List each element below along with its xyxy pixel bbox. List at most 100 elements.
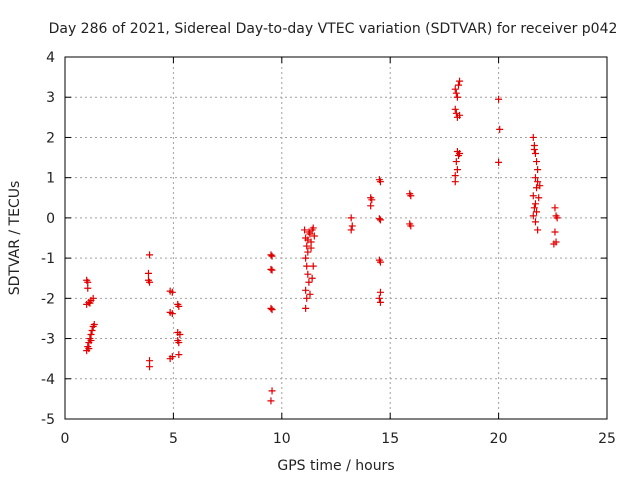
data-point: [530, 204, 538, 212]
data-point: [168, 310, 176, 318]
data-point: [168, 353, 176, 361]
data-point: [305, 278, 313, 286]
data-point: [303, 262, 311, 270]
x-tick-label: 25: [598, 431, 616, 447]
data-point: [536, 182, 544, 190]
data-point: [348, 222, 356, 230]
data-point: [368, 196, 376, 204]
data-point: [531, 174, 539, 182]
data-point: [146, 251, 154, 259]
y-tick-label: 3: [46, 90, 55, 106]
data-point: [376, 298, 384, 306]
data-point: [268, 306, 276, 314]
data-point: [86, 299, 94, 307]
x-tick-label: 20: [490, 431, 508, 447]
data-point: [84, 278, 92, 286]
data-point: [303, 242, 311, 250]
data-point: [375, 294, 383, 302]
data-point: [144, 269, 152, 277]
data-point: [407, 192, 415, 200]
data-point: [452, 89, 460, 97]
data-point: [267, 265, 275, 273]
data-point: [146, 357, 154, 365]
data-point: [531, 150, 539, 158]
y-tick-label: -5: [41, 412, 55, 428]
data-point: [453, 166, 461, 174]
data-point: [168, 288, 176, 296]
data-point: [531, 200, 539, 208]
data-point: [88, 327, 96, 335]
data-point: [85, 345, 93, 353]
grid: [65, 57, 607, 419]
data-point: [176, 331, 184, 339]
data-point: [533, 158, 541, 166]
data-point: [175, 302, 183, 310]
y-axis: -5 -4 -3 -2 -1 0 1 2 3 4: [41, 50, 607, 428]
data-point: [310, 232, 318, 240]
plot-frame: [64, 56, 608, 420]
data-point: [534, 166, 542, 174]
data-point: [531, 218, 539, 226]
data-point: [347, 214, 355, 222]
data-point: [376, 178, 384, 186]
data-point: [267, 251, 275, 259]
data-point: [308, 274, 316, 282]
data-point: [268, 252, 276, 260]
y-tick-label: -1: [41, 251, 55, 267]
data-points: [83, 77, 561, 405]
data-point: [454, 81, 462, 89]
data-point: [304, 270, 312, 278]
data-point: [305, 228, 313, 236]
data-point: [302, 254, 310, 262]
data-point: [309, 224, 317, 232]
data-point: [146, 363, 154, 371]
data-point: [551, 228, 559, 236]
data-point: [451, 178, 459, 186]
data-point: [535, 194, 543, 202]
data-point: [268, 387, 276, 395]
data-point: [451, 105, 459, 113]
data-point: [304, 248, 312, 256]
data-point: [375, 215, 383, 223]
y-tick-label: -4: [41, 372, 55, 388]
y-tick-label: 4: [46, 50, 55, 66]
data-point: [367, 202, 375, 210]
y-tick-label: -2: [41, 291, 55, 307]
data-point: [551, 204, 559, 212]
data-point: [309, 262, 317, 270]
data-point: [267, 397, 275, 405]
data-point: [534, 178, 542, 186]
y-axis-label: SDTVAR / TECUs: [7, 181, 23, 296]
data-point: [175, 351, 183, 359]
data-point: [307, 244, 315, 252]
data-point: [302, 286, 310, 294]
data-point: [553, 214, 561, 222]
x-tick-label: 10: [273, 431, 291, 447]
chart-title: Day 286 of 2021, Sidereal Day-to-day VTE…: [49, 21, 618, 37]
data-point: [303, 294, 311, 302]
data-point: [456, 150, 464, 158]
data-point: [301, 226, 309, 234]
x-axis: 0 5 10 15 20 25: [61, 57, 616, 447]
data-point: [529, 133, 537, 141]
data-point: [496, 125, 504, 133]
data-point: [87, 337, 95, 345]
data-point: [376, 288, 384, 296]
data-point: [90, 320, 98, 328]
data-point: [550, 240, 558, 248]
data-point: [376, 258, 384, 266]
data-point: [530, 146, 538, 154]
data-point: [456, 77, 464, 85]
data-point: [267, 304, 275, 312]
data-point: [87, 331, 95, 339]
data-point: [533, 208, 541, 216]
data-point: [451, 85, 459, 93]
data-point: [456, 111, 464, 119]
data-point: [534, 226, 542, 234]
y-tick-label: 2: [46, 130, 55, 146]
y-tick-label: -3: [41, 332, 55, 348]
x-tick-label: 5: [169, 431, 178, 447]
x-axis-label: GPS time / hours: [277, 458, 394, 474]
data-point: [302, 304, 310, 312]
